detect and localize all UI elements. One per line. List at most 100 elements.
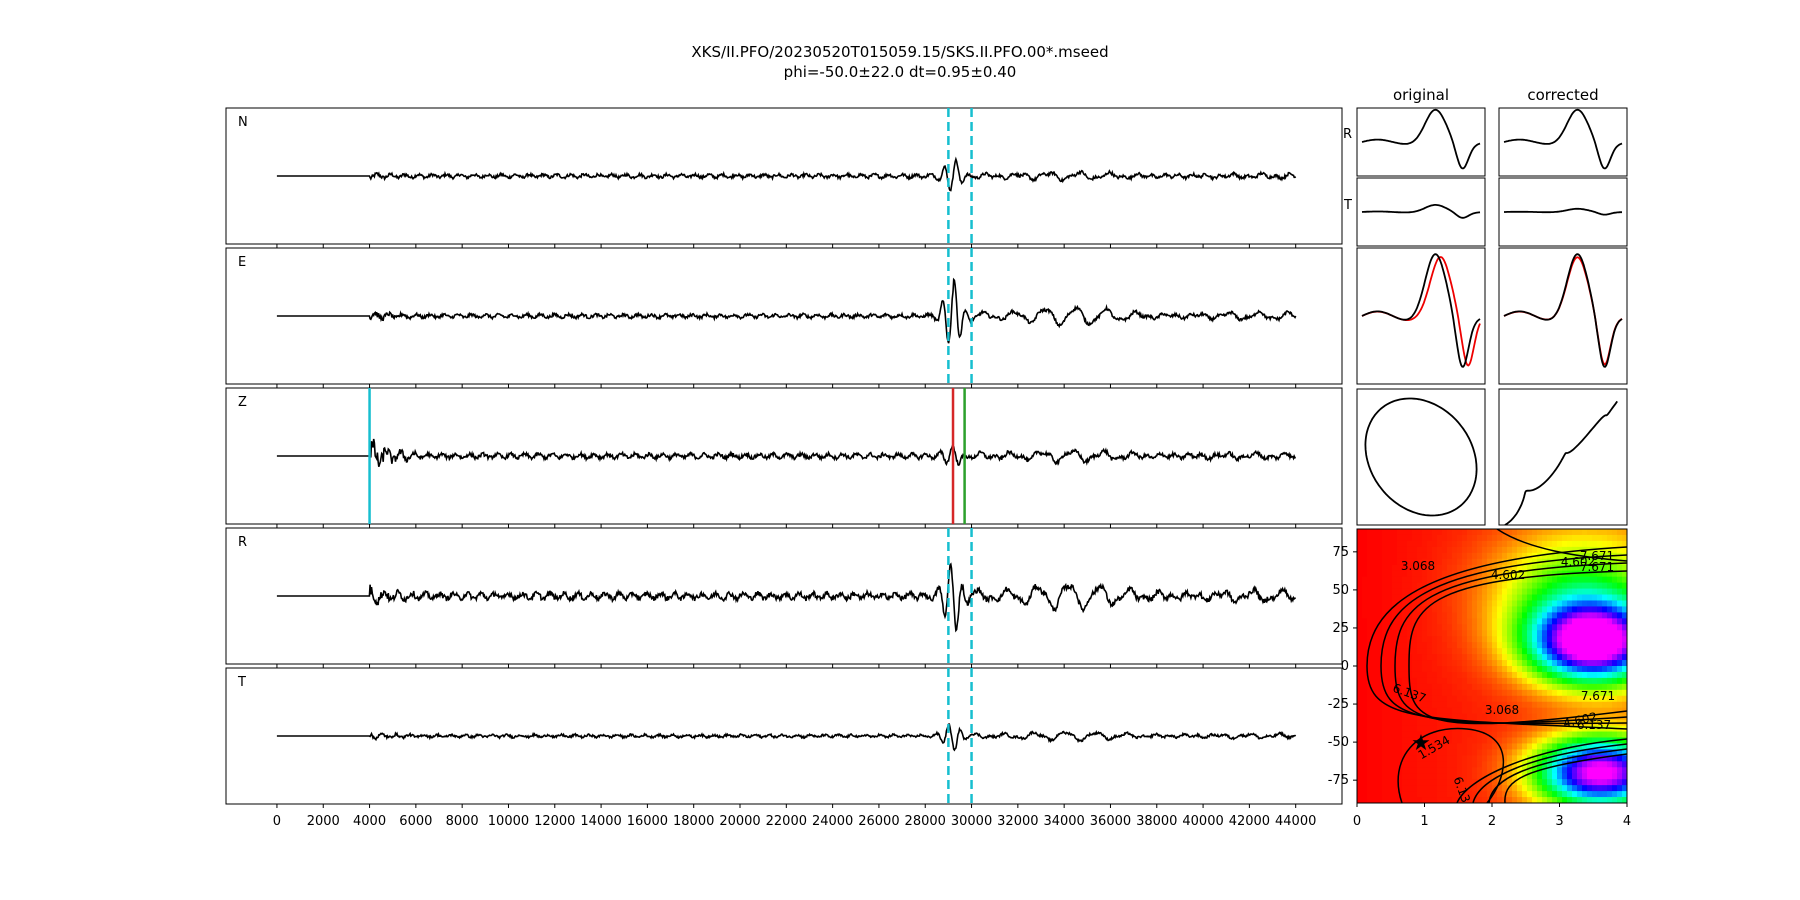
heatmap-cell bbox=[1577, 529, 1583, 536]
heatmap-cell bbox=[1487, 707, 1493, 715]
heatmap-cell bbox=[1587, 534, 1593, 542]
heatmap-cell bbox=[1427, 773, 1433, 780]
heatmap-cell bbox=[1537, 660, 1543, 667]
heatmap-cell bbox=[1452, 713, 1458, 721]
heatmap-cell bbox=[1447, 576, 1453, 584]
heatmap-cell bbox=[1602, 594, 1608, 602]
heatmap-cell bbox=[1562, 630, 1568, 637]
heatmap-cell bbox=[1497, 618, 1503, 625]
heatmap-cell bbox=[1517, 797, 1523, 803]
heatmap-cell bbox=[1367, 707, 1373, 715]
heatmap-cell bbox=[1442, 761, 1448, 768]
heatmap-cell bbox=[1462, 558, 1468, 566]
heatmap-cell bbox=[1502, 582, 1508, 590]
heatmap-cell bbox=[1447, 737, 1453, 745]
heatmap-cell bbox=[1517, 677, 1523, 685]
heatmap-cell bbox=[1447, 624, 1453, 631]
contour-line bbox=[1397, 727, 1504, 803]
heatmap-cell bbox=[1622, 666, 1627, 673]
heatmap-cell bbox=[1367, 529, 1373, 536]
heatmap-cell bbox=[1487, 588, 1493, 596]
heatmap-cell bbox=[1527, 749, 1533, 756]
heatmap-cell bbox=[1487, 600, 1493, 608]
heatmap-cell bbox=[1372, 731, 1378, 739]
heatmap-cell bbox=[1382, 731, 1388, 739]
heatmap-cell bbox=[1597, 779, 1603, 786]
heatmap-cell bbox=[1422, 707, 1428, 715]
heatmap-cell bbox=[1367, 713, 1373, 721]
heatmap-cell bbox=[1537, 725, 1543, 733]
heatmap-cell bbox=[1442, 755, 1448, 762]
heatmap-cell bbox=[1527, 695, 1533, 703]
heatmap-cell bbox=[1397, 725, 1403, 733]
heatmap-cell bbox=[1397, 755, 1403, 762]
heatmap-cell bbox=[1602, 600, 1608, 608]
heatmap-cell bbox=[1617, 648, 1623, 655]
heatmap-cell bbox=[1542, 785, 1548, 792]
heatmap-cell bbox=[1387, 618, 1393, 625]
heatmap-cell bbox=[1532, 666, 1538, 673]
heatmap-cell bbox=[1532, 737, 1538, 745]
heatmap-cell bbox=[1507, 606, 1513, 613]
heatmap-cell bbox=[1362, 755, 1368, 762]
heatmap-cell bbox=[1362, 660, 1368, 667]
heatmap-cell bbox=[1592, 636, 1598, 643]
heatmap-cell bbox=[1492, 576, 1498, 584]
heatmap-cell bbox=[1412, 785, 1418, 792]
heatmap-cell bbox=[1527, 701, 1533, 709]
heatmap-cell bbox=[1477, 791, 1483, 798]
y-tick-label: -25 bbox=[1328, 697, 1349, 712]
heatmap-cell bbox=[1497, 636, 1503, 643]
heatmap-cell bbox=[1547, 534, 1553, 542]
heatmap-cell bbox=[1622, 749, 1627, 756]
heatmap-cell bbox=[1422, 695, 1428, 703]
heatmap-cell bbox=[1582, 737, 1588, 745]
heatmap-cell bbox=[1402, 713, 1408, 721]
heatmap-cell bbox=[1392, 713, 1398, 721]
heatmap-cell bbox=[1552, 749, 1558, 756]
heatmap-cell bbox=[1437, 767, 1443, 774]
heatmap-cell bbox=[1547, 552, 1553, 560]
heatmap-cell bbox=[1367, 701, 1373, 709]
heatmap-cell bbox=[1427, 529, 1433, 536]
heatmap-cell bbox=[1362, 719, 1368, 727]
heatmap-cell bbox=[1537, 737, 1543, 745]
heatmap-cell bbox=[1527, 654, 1533, 661]
heatmap-cell bbox=[1437, 725, 1443, 733]
heatmap-cell bbox=[1572, 779, 1578, 786]
heatmap-cell bbox=[1492, 666, 1498, 673]
heatmap-cell bbox=[1592, 666, 1598, 673]
heatmap-cell bbox=[1402, 779, 1408, 786]
heatmap-cell bbox=[1562, 797, 1568, 803]
heatmap-cell bbox=[1517, 707, 1523, 715]
heatmap-cell bbox=[1412, 791, 1418, 798]
heatmap-cell bbox=[1587, 707, 1593, 715]
heatmap-cell bbox=[1377, 588, 1383, 596]
contour-label: 4.602 bbox=[1491, 568, 1525, 582]
heatmap-cell bbox=[1407, 743, 1413, 750]
heatmap-cell bbox=[1357, 761, 1363, 768]
heatmap-cell bbox=[1467, 689, 1473, 697]
heatmap-cell bbox=[1377, 546, 1383, 554]
heatmap-cell bbox=[1437, 606, 1443, 613]
heatmap-cell bbox=[1527, 791, 1533, 798]
heatmap-cell bbox=[1427, 552, 1433, 560]
heatmap-cell bbox=[1552, 725, 1558, 733]
x-tick-label: 24000 bbox=[812, 814, 853, 829]
heatmap-cell bbox=[1607, 683, 1613, 691]
heatmap-cell bbox=[1617, 618, 1623, 625]
heatmap-cell bbox=[1537, 529, 1543, 536]
heatmap-cell bbox=[1577, 749, 1583, 756]
heatmap-cell bbox=[1542, 648, 1548, 655]
heatmap-cell bbox=[1587, 666, 1593, 673]
heatmap-cell bbox=[1562, 707, 1568, 715]
heatmap-cell bbox=[1512, 558, 1518, 566]
heatmap-cell bbox=[1532, 725, 1538, 733]
heatmap-cell bbox=[1427, 677, 1433, 685]
heatmap-cell bbox=[1387, 761, 1393, 768]
heatmap-cell bbox=[1402, 791, 1408, 798]
heatmap-cell bbox=[1592, 683, 1598, 691]
heatmap-cell bbox=[1537, 582, 1543, 590]
heatmap-cell bbox=[1517, 755, 1523, 762]
heatmap-cell bbox=[1467, 588, 1473, 596]
